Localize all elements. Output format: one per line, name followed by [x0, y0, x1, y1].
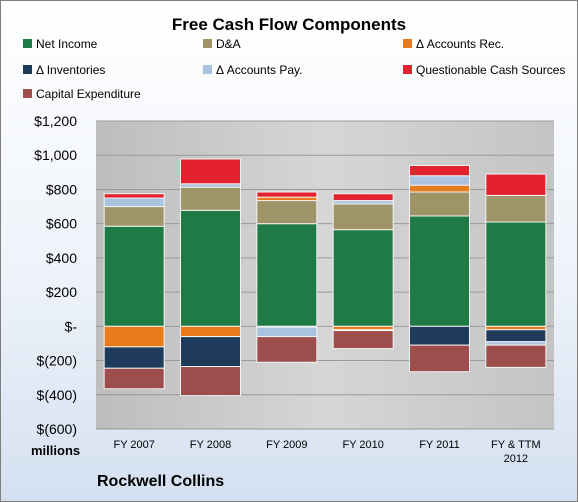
bar-segment	[409, 164, 470, 177]
bar-segment	[256, 223, 318, 327]
bar-segment	[180, 325, 241, 338]
bar-segment	[103, 325, 165, 348]
legend-swatch	[203, 65, 212, 74]
y-tick-label: $(600)	[37, 421, 77, 437]
bar-segment	[180, 158, 241, 185]
legend-label: Δ Accounts Pay.	[216, 63, 303, 77]
legend-label: Capital Expenditure	[36, 87, 141, 101]
bar-segment	[409, 191, 470, 217]
y-tick-label: $(200)	[37, 353, 77, 369]
bar-segment	[180, 183, 241, 188]
x-tick-label: FY 2009	[266, 439, 307, 451]
y-tick-label: $-	[65, 318, 78, 334]
legend-swatch	[403, 39, 412, 48]
y-tick-label: $600	[46, 216, 77, 232]
legend-label: Net Income	[36, 37, 98, 51]
bar-segment	[485, 221, 547, 327]
bar-segment	[103, 346, 165, 369]
legend-swatch	[23, 39, 32, 48]
bar-segment	[485, 194, 547, 223]
bar-segment	[103, 206, 165, 227]
chart-title: Free Cash Flow Components	[171, 15, 407, 34]
units-label: millions	[31, 443, 81, 458]
x-tick-label: FY 2010	[342, 439, 383, 451]
legend-label: Δ Inventories	[36, 63, 106, 77]
bar-segment	[332, 229, 394, 327]
bar-segment	[485, 341, 547, 346]
company-label: Rockwell Collins	[97, 473, 225, 490]
legend-swatch	[403, 65, 412, 74]
bar-segment	[103, 197, 165, 208]
bar-segment	[256, 336, 318, 363]
y-tick-label: $(400)	[37, 387, 77, 403]
y-tick-label: $400	[46, 250, 77, 266]
bar-segment	[409, 175, 470, 186]
bar-segment	[332, 325, 394, 331]
bar-segment	[332, 200, 394, 205]
y-tick-label: $1,200	[34, 113, 77, 129]
bar-segment	[180, 186, 241, 211]
x-tick-label: FY 2011	[419, 439, 460, 451]
bar-segment	[256, 196, 318, 202]
legend-swatch	[203, 39, 212, 48]
bar-segment	[485, 173, 547, 196]
bar-segment	[180, 336, 241, 368]
bar-segment	[485, 329, 547, 343]
y-tick-label: $800	[46, 181, 77, 197]
x-tick-label: FY 2007	[113, 439, 154, 451]
bar-segment	[180, 366, 241, 397]
legend-label: Δ Accounts Rec.	[416, 37, 505, 51]
bar-segment	[332, 193, 394, 202]
legend-swatch	[23, 65, 32, 74]
bar-segment	[485, 325, 547, 331]
bar-segment	[485, 344, 547, 368]
bar-segment	[180, 209, 241, 327]
bar-segment	[103, 367, 165, 390]
plot-area	[96, 121, 554, 429]
y-tick-label: $200	[46, 284, 77, 300]
legend-label: D&A	[216, 37, 241, 51]
x-tick-label: FY & TTM 2012	[491, 439, 541, 465]
bar-segment	[256, 326, 318, 338]
bar-segment	[409, 184, 470, 193]
bar-segment	[409, 344, 470, 373]
bar-segment	[409, 325, 470, 346]
legend-label: Questionable Cash Sources	[416, 63, 566, 77]
bar-segment	[103, 225, 165, 327]
legend-swatch	[23, 89, 32, 98]
bar-segment	[409, 215, 470, 327]
bar-segment	[332, 330, 394, 350]
y-tick-label: $1,000	[34, 147, 77, 163]
bar-segment	[256, 191, 318, 198]
x-tick-label: FY 2008	[190, 439, 231, 451]
bar-segment	[256, 200, 318, 225]
bar-segment	[103, 193, 165, 199]
bar-segment	[332, 203, 394, 231]
